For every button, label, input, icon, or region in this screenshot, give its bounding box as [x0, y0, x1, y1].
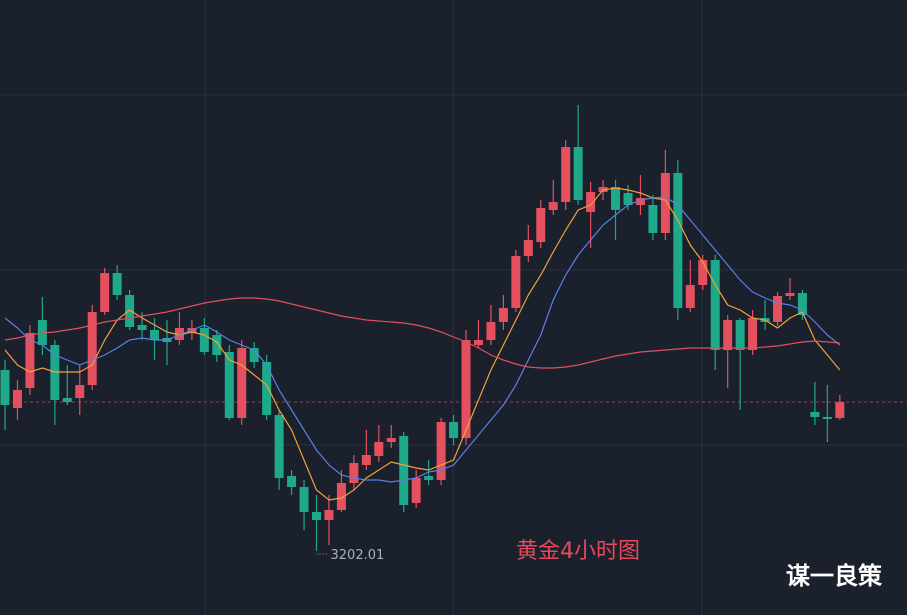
- candle-body: [150, 330, 160, 340]
- candle-body: [274, 415, 284, 478]
- candle-body: [623, 193, 633, 205]
- chart-annotation: 黄金4小时图: [516, 539, 640, 564]
- candle-body: [673, 173, 683, 308]
- candle-body: [424, 476, 434, 480]
- candle-body: [449, 422, 459, 438]
- moving-average-line: [4, 187, 841, 501]
- candle-body: [810, 412, 820, 417]
- candle-body: [312, 512, 321, 520]
- candle-body: [411, 478, 421, 503]
- candle-body: [635, 198, 645, 205]
- candle-body: [199, 328, 209, 352]
- candle-body: [822, 417, 832, 419]
- low-label: 3202.01: [331, 548, 385, 563]
- candle-body: [237, 348, 247, 418]
- candle-body: [735, 320, 745, 350]
- moving-average-line: [4, 196, 841, 483]
- candle-body: [573, 147, 583, 200]
- candle-body: [87, 312, 97, 385]
- candle-body: [486, 322, 496, 340]
- candle-body: [100, 273, 110, 312]
- candle-body: [361, 455, 371, 465]
- candle-body: [773, 296, 783, 322]
- candle-body: [137, 325, 147, 330]
- candle-body: [461, 340, 471, 438]
- candle-body: [710, 260, 720, 350]
- plot: 3202.01: [0, 105, 907, 563]
- candle-body: [723, 320, 733, 350]
- candle-body: [386, 438, 396, 442]
- candle-body: [785, 293, 795, 296]
- candle-body: [324, 510, 334, 520]
- candle-body: [287, 476, 297, 487]
- candle-body: [835, 402, 845, 418]
- candle-body: [174, 328, 184, 340]
- candle-body: [12, 390, 22, 408]
- candle-body: [511, 256, 521, 308]
- candle-body: [0, 370, 10, 405]
- candle-body: [685, 285, 695, 308]
- candle-body: [436, 422, 446, 480]
- candle-body: [299, 487, 309, 512]
- candle-body: [374, 442, 384, 456]
- candle-body: [561, 147, 571, 202]
- moving-average-line: [4, 297, 840, 369]
- candle-body: [498, 308, 508, 322]
- candle-body: [224, 352, 234, 418]
- candle-body: [797, 293, 807, 315]
- candle-body: [336, 483, 346, 510]
- candle-body: [473, 340, 483, 345]
- candle-body: [648, 205, 658, 233]
- candle-body: [548, 202, 558, 210]
- candle-body: [748, 318, 758, 350]
- candle-body: [262, 362, 272, 415]
- candle-body: [212, 335, 222, 355]
- candle-body: [75, 385, 85, 398]
- candle-body: [523, 240, 533, 256]
- candle-body: [586, 192, 596, 212]
- candle-body: [399, 436, 409, 505]
- candle-body: [611, 187, 621, 210]
- candle-body: [536, 208, 546, 242]
- candle-body: [349, 463, 359, 483]
- candle-body: [25, 333, 35, 388]
- watermark: 谋一良策: [786, 562, 883, 590]
- candle-body: [698, 260, 708, 285]
- candle-body: [660, 173, 670, 233]
- candle-body: [249, 348, 259, 362]
- candle-body: [62, 398, 72, 402]
- candle-body: [125, 295, 135, 327]
- candle-body: [112, 273, 122, 295]
